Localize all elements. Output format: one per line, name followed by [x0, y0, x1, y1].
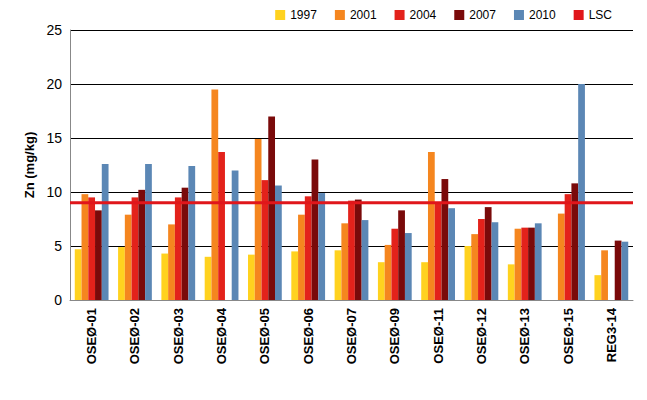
svg-text:10: 10 [46, 184, 62, 200]
svg-text:LSC: LSC [589, 8, 613, 22]
svg-text:2004: 2004 [410, 8, 437, 22]
svg-text:OSEØ-02: OSEØ-02 [127, 308, 142, 364]
svg-text:2007: 2007 [469, 8, 496, 22]
svg-text:OSEØ-12: OSEØ-12 [474, 308, 489, 364]
svg-text:2001: 2001 [350, 8, 377, 22]
svg-text:OSEØ-13: OSEØ-13 [517, 308, 532, 364]
svg-text:OSEØ-05: OSEØ-05 [257, 308, 272, 364]
svg-text:Zn (mg/kg): Zn (mg/kg) [22, 132, 37, 198]
svg-text:5: 5 [54, 238, 62, 254]
svg-text:OSEØ-03: OSEØ-03 [171, 308, 186, 364]
svg-text:25: 25 [46, 22, 62, 38]
svg-text:0: 0 [54, 292, 62, 308]
svg-text:OSEØ-07: OSEØ-07 [344, 308, 359, 364]
svg-text:OSEØ-15: OSEØ-15 [561, 308, 576, 364]
svg-text:15: 15 [46, 130, 62, 146]
svg-text:20: 20 [46, 76, 62, 92]
svg-text:OSEØ-06: OSEØ-06 [301, 308, 316, 364]
svg-text:REG3-14: REG3-14 [604, 307, 619, 362]
svg-text:2010: 2010 [529, 8, 556, 22]
svg-text:1997: 1997 [290, 8, 317, 22]
svg-text:OSEØ-11: OSEØ-11 [431, 308, 446, 364]
svg-text:OSEØ-09: OSEØ-09 [387, 308, 402, 364]
svg-text:OSEØ-04: OSEØ-04 [214, 307, 229, 364]
svg-text:OSEØ-01: OSEØ-01 [84, 308, 99, 364]
